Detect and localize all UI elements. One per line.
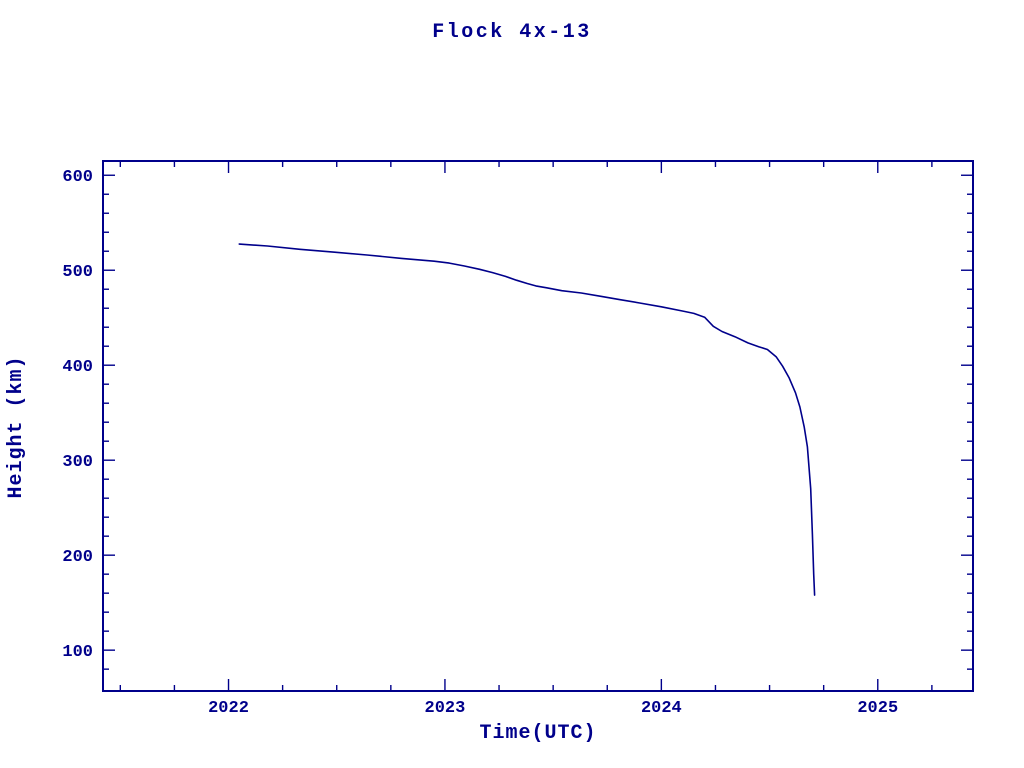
plot-frame: [102, 160, 974, 692]
y-tick-label: 200: [62, 548, 93, 567]
plot-area: 2022 2023 2024 2025 100 200 300 400 500 600: [62, 160, 974, 718]
x-tick-label: 2022: [208, 699, 249, 718]
y-axis-label: Height (km): [5, 355, 28, 498]
y-tick-label: 400: [62, 358, 93, 377]
y-tick-label: 600: [62, 168, 93, 187]
y-tick-label: 100: [62, 643, 93, 662]
y-tick-label: 300: [62, 453, 93, 472]
x-tick-label: 2025: [857, 699, 898, 718]
y-tick-label: 500: [62, 263, 93, 282]
x-tick-label: 2024: [641, 699, 682, 718]
decay-curve: [238, 243, 816, 596]
x-tick-label: 2023: [425, 699, 466, 718]
x-axis-label: Time(UTC): [479, 722, 596, 745]
chart-title: Flock 4x-13: [432, 21, 592, 44]
